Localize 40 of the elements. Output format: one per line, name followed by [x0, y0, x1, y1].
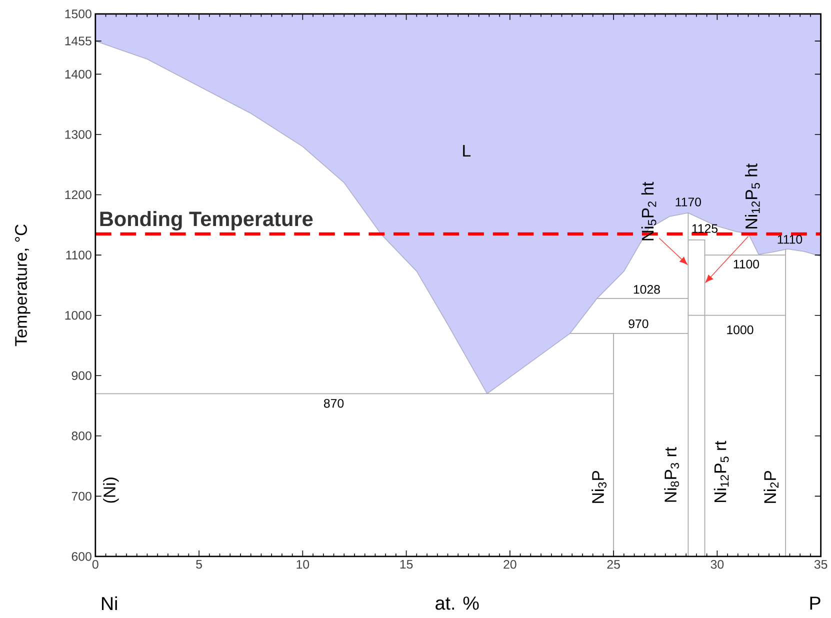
annotation: 1125 — [692, 224, 718, 233]
annotation: Ni$_{5}$P$_{2}$ ht — [641, 182, 656, 240]
x-tick-label: 10 — [296, 560, 310, 569]
annotation: (Ni) — [103, 478, 119, 503]
x-tick-label: 0 — [92, 560, 98, 569]
x-tick-label: 30 — [710, 560, 724, 569]
y-tick-label: 1300 — [65, 130, 92, 139]
y-tick-label: 1200 — [65, 190, 92, 200]
y-tick-label: 900 — [72, 371, 92, 380]
x-tick-label: 25 — [607, 560, 620, 569]
text: Ni — [102, 596, 117, 610]
text: P — [810, 596, 820, 610]
annotation: 1000 — [727, 325, 754, 334]
annotation: 970 — [628, 319, 648, 328]
annotation: Ni$_{2}$P — [764, 470, 778, 503]
annotation: 1100 — [734, 260, 760, 268]
y-axis-title: Temperature, °C — [15, 224, 30, 346]
y-tick-label: 1400 — [65, 70, 92, 79]
annotation: 1110 — [778, 234, 802, 244]
annotation: Ni$_{8}$P$_{3}$ rt — [664, 447, 680, 502]
x-axis-title: at. % — [436, 596, 479, 610]
x-tick-label: 35 — [814, 560, 828, 569]
ref-line-label: Bonding Temperature — [100, 210, 313, 230]
y-tick-label: 800 — [72, 431, 92, 440]
annotation: 870 — [324, 398, 344, 408]
annotation: Ni$_{3}$P — [592, 470, 606, 503]
y-tick-label: 1100 — [66, 250, 92, 260]
y-tick-label: 700 — [72, 492, 92, 501]
annotation: 1170 — [676, 198, 701, 206]
annotation: 1028 — [634, 285, 660, 294]
y-tick-label: 1000 — [65, 310, 92, 320]
y-tick-label: 1455 — [65, 36, 92, 46]
x-tick-label: 5 — [196, 560, 202, 569]
annotation: Ni$_{12}$P$_{5}$ ht — [744, 163, 760, 228]
y-tick-label: 1500 — [65, 9, 92, 18]
annotation: L — [463, 144, 471, 157]
annotation: Ni$_{12}$P$_{5}$ rt — [714, 440, 729, 502]
x-tick-label: 15 — [400, 560, 413, 569]
x-tick-label: 20 — [504, 560, 516, 569]
y-tick-label: 600 — [72, 552, 92, 561]
